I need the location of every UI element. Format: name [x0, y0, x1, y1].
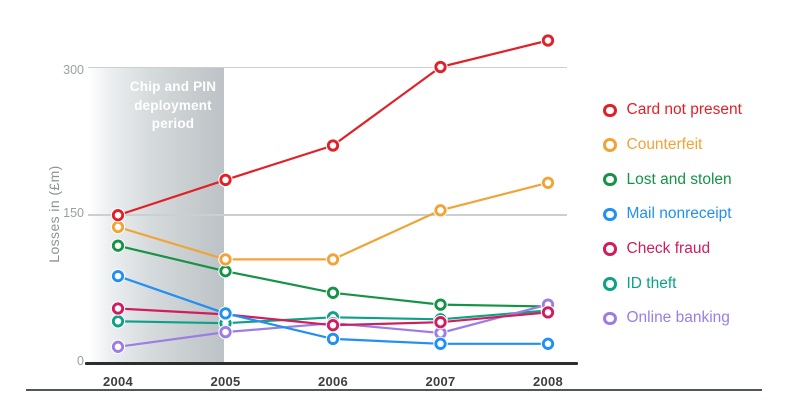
marker-mail-nonreceipt-2008 [541, 337, 555, 350]
marker-check-fraud-2004 [111, 302, 125, 315]
marker-card-not-present-2007 [434, 60, 447, 74]
legend-item-online-banking: Online banking [603, 301, 742, 336]
x-axis-label-2007: 2007 [425, 374, 456, 389]
band-annotation-line-2: deployment [134, 97, 212, 113]
legend-ring-icon-counterfeit [603, 138, 617, 152]
legend-label-mail-nonreceipt: Mail nonreceipt [626, 205, 732, 223]
legend-label-lost-and-stolen: Lost and stolen [626, 170, 732, 188]
marker-card-not-present-2004 [111, 209, 125, 222]
legend-item-counterfeit: Counterfeit [603, 128, 742, 163]
x-axis-label-2005: 2005 [210, 374, 241, 389]
chart-legend: Card not present Counterfeit Lost and stol… [603, 93, 742, 336]
legend-label-id-theft: ID theft [626, 274, 677, 292]
x-axis-label-2006: 2006 [317, 374, 349, 389]
band-annotation-line-3: period [151, 116, 195, 131]
legend-ring-icon-mail-nonreceipt [603, 207, 617, 222]
band-annotation-line-1: Chip and PIN [129, 79, 217, 94]
x-axis-zero-line [85, 362, 578, 365]
legend-item-check-fraud: Check fraud [603, 232, 742, 267]
legend-label-check-fraud: Check fraud [626, 240, 711, 258]
line-card-not-present [117, 39, 549, 217]
legend-label-counterfeit: Counterfeit [626, 136, 703, 154]
legend-label-card-not-present: Card not present [626, 101, 742, 119]
marker-check-fraud-2008 [541, 306, 555, 319]
legend-item-mail-nonreceipt: Mail nonreceipt [603, 197, 742, 232]
legend-item-card-not-present: Card not present [603, 93, 742, 128]
marker-mail-nonreceipt-2005 [219, 307, 232, 320]
marker-mail-nonreceipt-2007 [434, 337, 447, 350]
marker-card-not-present-2005 [219, 173, 232, 187]
bottom-divider [26, 389, 762, 391]
marker-mail-nonreceipt-2004 [111, 269, 125, 283]
marker-lost-and-stolen-2007 [434, 298, 447, 311]
marker-online-banking-2005 [219, 325, 232, 339]
marker-check-fraud-2006 [326, 319, 340, 332]
marker-counterfeit-2005 [219, 253, 232, 266]
marker-counterfeit-2007 [434, 204, 447, 217]
marker-check-fraud-2007 [434, 316, 447, 329]
marker-online-banking-2004 [111, 340, 125, 353]
band-annotation: Chip and PIN deployment period [120, 78, 226, 134]
legend-ring-icon-check-fraud [603, 242, 617, 256]
legend-item-id-theft: ID theft [603, 266, 742, 301]
x-axis-label-2004: 2004 [102, 374, 134, 389]
legend-ring-icon-lost-and-stolen [603, 172, 617, 187]
marker-counterfeit-2004 [111, 220, 125, 234]
legend-ring-icon-online-banking [603, 311, 617, 326]
marker-online-banking-2007 [434, 326, 447, 340]
marker-id-theft-2004 [111, 315, 125, 328]
marker-counterfeit-2008 [541, 176, 555, 189]
legend-item-lost-and-stolen: Lost and stolen [603, 162, 742, 197]
legend-label-online-banking: Online banking [626, 309, 730, 327]
marker-counterfeit-2006 [326, 253, 340, 266]
legend-ring-icon-id-theft [603, 277, 617, 291]
legend-ring-icon-card-not-present [603, 103, 617, 118]
marker-mail-nonreceipt-2006 [326, 332, 340, 346]
marker-lost-and-stolen-2005 [219, 265, 232, 278]
marker-card-not-present-2008 [541, 34, 555, 47]
y-tick-label-0: 0 [77, 353, 84, 368]
gridline-150 [88, 214, 567, 216]
marker-lost-and-stolen-2006 [326, 286, 340, 299]
y-tick-label-150: 150 [63, 206, 84, 221]
marker-lost-and-stolen-2004 [111, 239, 125, 252]
gridline-300 [88, 67, 567, 69]
marker-card-not-present-2006 [326, 139, 340, 152]
x-axis-label-2008: 2008 [532, 374, 564, 389]
y-tick-label-300: 300 [63, 63, 84, 77]
